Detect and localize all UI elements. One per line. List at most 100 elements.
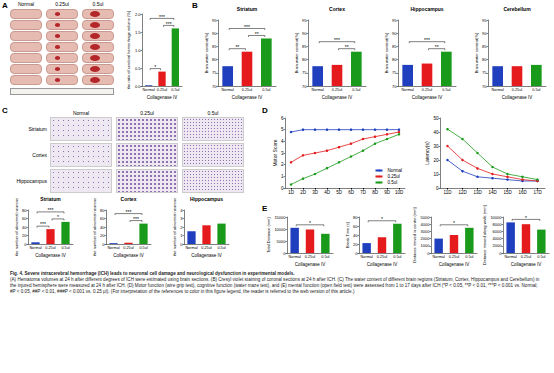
svg-text:Motor Score: Motor Score — [272, 139, 278, 166]
svg-text:0.5ul: 0.5ul — [171, 88, 179, 92]
svg-text:4D: 4D — [324, 190, 331, 195]
svg-text:*: * — [525, 215, 527, 221]
svg-text:Collagenase IV: Collagenase IV — [502, 95, 533, 100]
svg-text:8D: 8D — [372, 190, 379, 195]
svg-text:***: *** — [133, 216, 139, 222]
svg-text:Hippocampus: Hippocampus — [410, 6, 443, 12]
svg-text:Break Time (s): Break Time (s) — [345, 221, 350, 248]
svg-text:40: 40 — [433, 130, 439, 135]
svg-text:6000: 6000 — [493, 229, 503, 234]
svg-text:0.5ul: 0.5ul — [139, 246, 147, 250]
svg-text:*: * — [309, 220, 311, 226]
svg-text:4000: 4000 — [493, 236, 503, 241]
svg-text:15D: 15D — [503, 190, 512, 195]
svg-text:95: 95 — [302, 18, 307, 23]
svg-text:4: 4 — [180, 208, 183, 213]
svg-text:0: 0 — [499, 251, 502, 256]
svg-text:0.5ul: 0.5ul — [393, 255, 401, 259]
svg-text:**: ** — [435, 44, 439, 50]
svg-text:10000: 10000 — [490, 215, 502, 220]
svg-text:12D: 12D — [458, 190, 467, 195]
svg-text:0.25ul: 0.25ul — [123, 246, 134, 250]
svg-text:Normal: Normal — [402, 88, 414, 92]
svg-text:80: 80 — [392, 57, 397, 62]
svg-text:75: 75 — [302, 70, 307, 75]
svg-text:0: 0 — [180, 242, 183, 247]
svg-text:11D: 11D — [444, 190, 453, 195]
svg-text:*: * — [453, 220, 455, 226]
svg-text:5000: 5000 — [421, 215, 431, 220]
svg-text:80: 80 — [353, 215, 358, 220]
svg-text:10D: 10D — [395, 190, 404, 195]
svg-text:***: *** — [48, 207, 54, 213]
svg-text:Cortex: Cortex — [121, 196, 137, 202]
svg-text:0.25ul: 0.25ul — [305, 255, 316, 259]
svg-text:0.25ul: 0.25ul — [449, 255, 460, 259]
svg-text:***: *** — [166, 21, 172, 27]
svg-text:0.25ul: 0.25ul — [512, 88, 523, 92]
svg-text:9D: 9D — [384, 190, 391, 195]
svg-text:10: 10 — [433, 172, 439, 177]
svg-text:0.25ul: 0.25ul — [377, 255, 388, 259]
svg-text:30: 30 — [433, 144, 439, 149]
svg-text:0.5ul: 0.5ul — [217, 246, 225, 250]
svg-text:20: 20 — [353, 242, 358, 247]
svg-text:90: 90 — [482, 31, 487, 36]
svg-text:13D: 13D — [473, 190, 482, 195]
svg-text:95: 95 — [482, 18, 487, 23]
svg-text:10000: 10000 — [274, 227, 286, 232]
svg-text:Normal: Normal — [361, 255, 373, 259]
svg-text:0: 0 — [281, 186, 284, 191]
svg-text:the number of abnormal neurons: the number of abnormal neurons — [172, 198, 177, 256]
svg-text:1000: 1000 — [421, 243, 431, 248]
svg-text:2000: 2000 — [421, 236, 431, 241]
svg-text:60: 60 — [353, 224, 358, 229]
svg-text:Brain water content(%): Brain water content(%) — [294, 32, 299, 73]
svg-text:80: 80 — [22, 208, 27, 213]
svg-text:Normal: Normal — [289, 255, 301, 259]
svg-text:0.5ul: 0.5ul — [61, 246, 69, 250]
svg-text:1.5: 1.5 — [135, 30, 141, 35]
svg-text:50: 50 — [433, 116, 439, 121]
svg-text:***: *** — [126, 209, 132, 215]
svg-text:85: 85 — [482, 44, 487, 49]
svg-text:5000: 5000 — [277, 239, 287, 244]
svg-text:70: 70 — [482, 84, 487, 89]
svg-text:Collagenase IV: Collagenase IV — [367, 262, 398, 267]
svg-text:1: 1 — [180, 233, 183, 238]
svg-text:Collagenase IV: Collagenase IV — [295, 262, 326, 267]
svg-text:75: 75 — [212, 70, 217, 75]
svg-text:Collagenase IV: Collagenase IV — [35, 253, 66, 258]
svg-text:0.5ul: 0.5ul — [352, 88, 360, 92]
svg-text:Brain water content(%): Brain water content(%) — [204, 32, 209, 73]
svg-text:20: 20 — [433, 158, 439, 163]
svg-text:15000: 15000 — [274, 215, 286, 220]
svg-text:1: 1 — [281, 174, 284, 179]
svg-text:40: 40 — [22, 225, 27, 230]
svg-text:80: 80 — [482, 57, 487, 62]
svg-text:6D: 6D — [348, 190, 355, 195]
svg-text:Distance moved along walls (mm: Distance moved along walls (mm) — [482, 204, 487, 265]
svg-text:Brain water content(%): Brain water content(%) — [384, 32, 389, 73]
svg-text:85: 85 — [212, 44, 217, 49]
svg-text:0: 0 — [283, 251, 286, 256]
svg-text:3: 3 — [281, 151, 284, 156]
svg-text:4: 4 — [281, 139, 284, 144]
svg-text:8000: 8000 — [493, 222, 503, 227]
svg-text:0.5ul: 0.5ul — [387, 180, 397, 185]
svg-text:Collagenase IV: Collagenase IV — [439, 262, 470, 267]
svg-text:40: 40 — [100, 225, 105, 230]
svg-text:Brain water content(%): Brain water content(%) — [474, 32, 479, 73]
svg-text:2D: 2D — [300, 190, 307, 195]
svg-text:90: 90 — [302, 31, 307, 36]
svg-text:80: 80 — [212, 57, 217, 62]
svg-text:Collagenase IV: Collagenase IV — [113, 253, 144, 258]
svg-text:Cerebellum: Cerebellum — [503, 6, 531, 12]
svg-text:20: 20 — [22, 233, 27, 238]
svg-text:85: 85 — [392, 44, 397, 49]
svg-text:2: 2 — [281, 162, 284, 167]
svg-text:*: * — [57, 214, 59, 220]
svg-text:17D: 17D — [533, 190, 542, 195]
svg-text:0.5ul: 0.5ul — [442, 88, 450, 92]
svg-text:1.0: 1.0 — [135, 48, 141, 53]
